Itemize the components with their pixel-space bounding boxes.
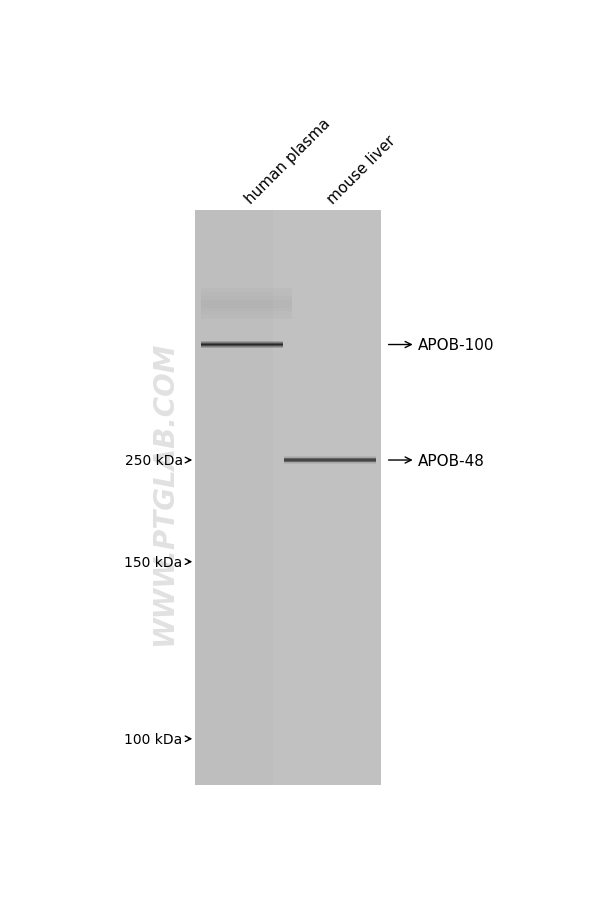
- Text: WWW.PTGLAB.COM: WWW.PTGLAB.COM: [150, 341, 178, 645]
- Text: mouse liver: mouse liver: [324, 133, 398, 207]
- Bar: [272, 210, 381, 785]
- Text: APOB-48: APOB-48: [389, 453, 485, 468]
- Bar: [195, 210, 381, 785]
- Bar: [202, 289, 292, 293]
- Text: 100 kDa: 100 kDa: [124, 732, 191, 746]
- Bar: [202, 293, 292, 297]
- Bar: [202, 300, 292, 304]
- Text: APOB-100: APOB-100: [389, 337, 495, 353]
- Text: human plasma: human plasma: [242, 115, 334, 207]
- Bar: [202, 308, 292, 312]
- Bar: [202, 304, 292, 308]
- Bar: [202, 316, 292, 319]
- Bar: [202, 312, 292, 316]
- Bar: [202, 297, 292, 300]
- Text: 150 kDa: 150 kDa: [124, 555, 191, 569]
- Text: 250 kDa: 250 kDa: [125, 454, 191, 467]
